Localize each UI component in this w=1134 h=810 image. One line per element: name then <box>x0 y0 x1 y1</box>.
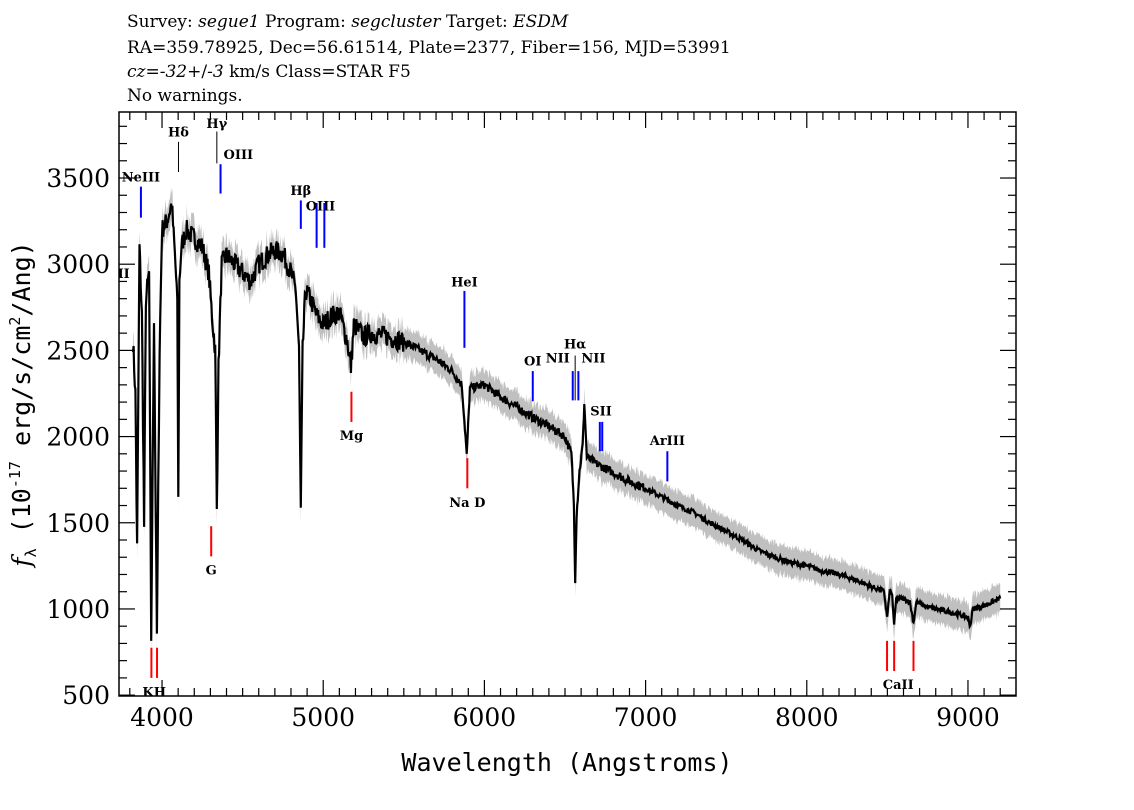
x-tick-label: 7000 <box>614 703 678 732</box>
y-axis-f: f <box>7 554 36 569</box>
y-axis-title: fλ (10-17 erg/s/cm2/Ang) <box>6 241 40 568</box>
title-line-1: Survey: segue1 Program: segcluster Targe… <box>127 12 568 32</box>
line-marker-label: NII <box>581 351 605 366</box>
survey-label: Survey: <box>127 12 193 32</box>
y-axis-exp2: 2 <box>6 317 24 326</box>
program-label: Program: <box>265 12 346 32</box>
line-marker-label: Hα <box>564 337 586 352</box>
line-marker-label: G <box>206 563 217 578</box>
x-axis-title: Wavelength (Angstroms) <box>401 748 732 777</box>
line-marker-label: Na D <box>449 496 485 511</box>
cz-value: -32 <box>159 62 188 82</box>
cz-rest: km/s Class=STAR F5 <box>223 62 411 82</box>
y-tick-label: 3000 <box>46 250 110 279</box>
target-value: ESDM <box>513 12 569 32</box>
line-marker-label: NeIII <box>122 170 160 185</box>
line-marker-label: NII <box>546 351 570 366</box>
line-marker-label: OI <box>524 355 541 370</box>
y-tick-label: 1500 <box>46 509 110 538</box>
plot-frame <box>118 111 1017 697</box>
y-tick-label: 3500 <box>46 164 110 193</box>
program-value: segcluster <box>351 12 441 32</box>
x-tick-label: 9000 <box>936 703 1000 732</box>
x-tick-label: 4000 <box>130 703 194 732</box>
y-axis-post: /Ang) <box>7 241 36 316</box>
cz-error: -3 <box>207 62 224 82</box>
line-marker-label: KH <box>142 686 166 701</box>
x-tick-label: 6000 <box>453 703 517 732</box>
x-tick-label: 8000 <box>775 703 839 732</box>
line-marker-label: OIII <box>306 200 336 215</box>
y-axis-exp1: -17 <box>6 461 24 488</box>
y-axis-lambda: λ <box>22 548 40 557</box>
line-marker-label: Hγ <box>206 117 227 132</box>
cz-eq: = <box>145 62 160 82</box>
cz-pm: +/ <box>187 62 208 82</box>
line-marker-label: Mg <box>340 429 363 444</box>
y-tick-label: 2500 <box>46 336 110 365</box>
x-tick-label: 5000 <box>291 703 355 732</box>
target-label: Target: <box>445 12 508 32</box>
line-marker-label: OIII <box>224 148 254 163</box>
line-marker-label: CaII <box>883 678 914 693</box>
y-tick-label: 1000 <box>46 595 110 624</box>
title-line-2: RA=359.78925, Dec=56.61514, Plate=2377, … <box>127 38 731 58</box>
line-marker-label: Hβ <box>290 184 311 199</box>
y-axis-pre: (10 <box>7 488 36 548</box>
title-line-3: cz=-32+/-3 km/s Class=STAR F5 <box>127 62 411 82</box>
line-marker-label: SII <box>590 405 612 420</box>
flux-series-line <box>131 203 1002 641</box>
y-tick-label: 2000 <box>46 423 110 452</box>
survey-value: segue1 <box>198 12 260 32</box>
y-axis-mid: erg/s/cm <box>7 326 36 461</box>
line-marker-label: HeI <box>451 275 478 290</box>
y-tick-label: 500 <box>62 681 110 710</box>
line-marker-label: Hδ <box>168 125 189 140</box>
line-marker-label: ArIII <box>649 434 685 449</box>
line-marker-label: OII <box>106 267 130 282</box>
title-line-4: No warnings. <box>127 86 243 106</box>
cz-label: cz <box>127 62 146 82</box>
error-band <box>133 187 1001 658</box>
